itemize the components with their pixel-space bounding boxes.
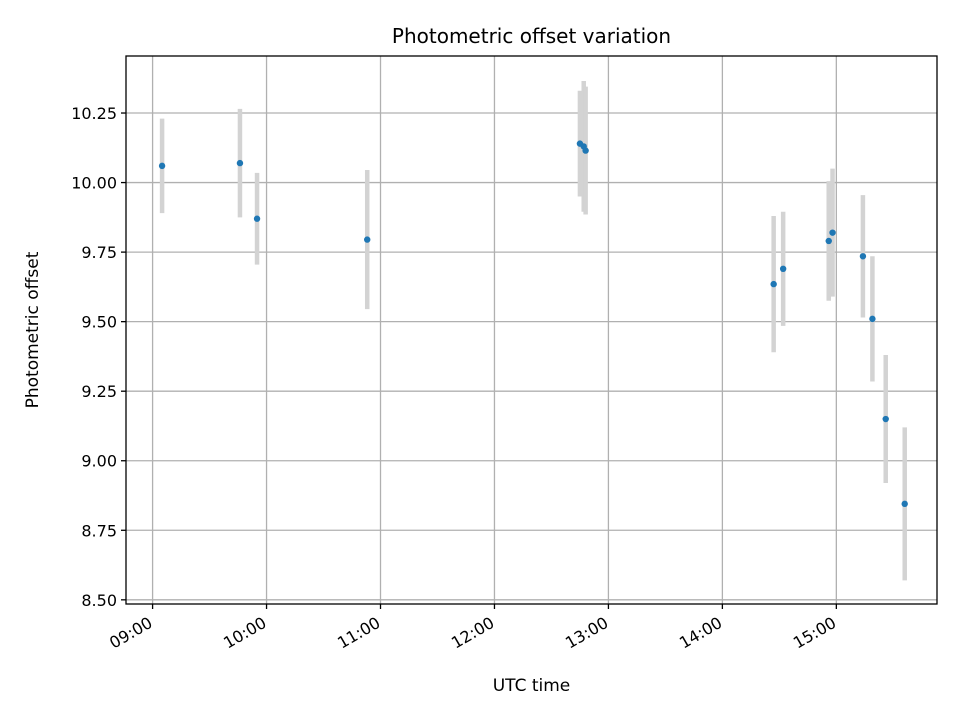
data-point	[825, 237, 832, 245]
data-point	[253, 215, 261, 222]
data-point	[236, 159, 244, 167]
data-point	[770, 280, 777, 288]
y-tick-label: 9.50	[81, 313, 117, 332]
data-point	[829, 229, 836, 236]
data-point	[901, 500, 908, 508]
plot-frame	[125, 55, 938, 605]
data-point	[869, 315, 876, 323]
y-tick-label: 9.00	[81, 452, 117, 471]
chart-title: Photometric offset variation	[392, 24, 671, 48]
data-points	[158, 140, 908, 508]
data-point	[158, 162, 166, 170]
data-point	[582, 147, 589, 154]
x-axis-title: UTC time	[493, 676, 571, 696]
data-point	[779, 265, 787, 273]
y-tick-label: 9.75	[81, 243, 117, 262]
data-point	[364, 236, 371, 243]
y-tick-label: 8.75	[81, 521, 117, 540]
grid-lines	[126, 56, 937, 604]
y-axis-title: Photometric offset	[23, 251, 43, 408]
y-tick-label: 10.25	[71, 104, 117, 123]
y-tick-label: 10.00	[71, 174, 117, 193]
data-point	[859, 253, 867, 260]
y-tick-label: 9.25	[81, 382, 117, 401]
data-point	[882, 415, 889, 423]
y-tick-label: 8.50	[81, 591, 117, 610]
